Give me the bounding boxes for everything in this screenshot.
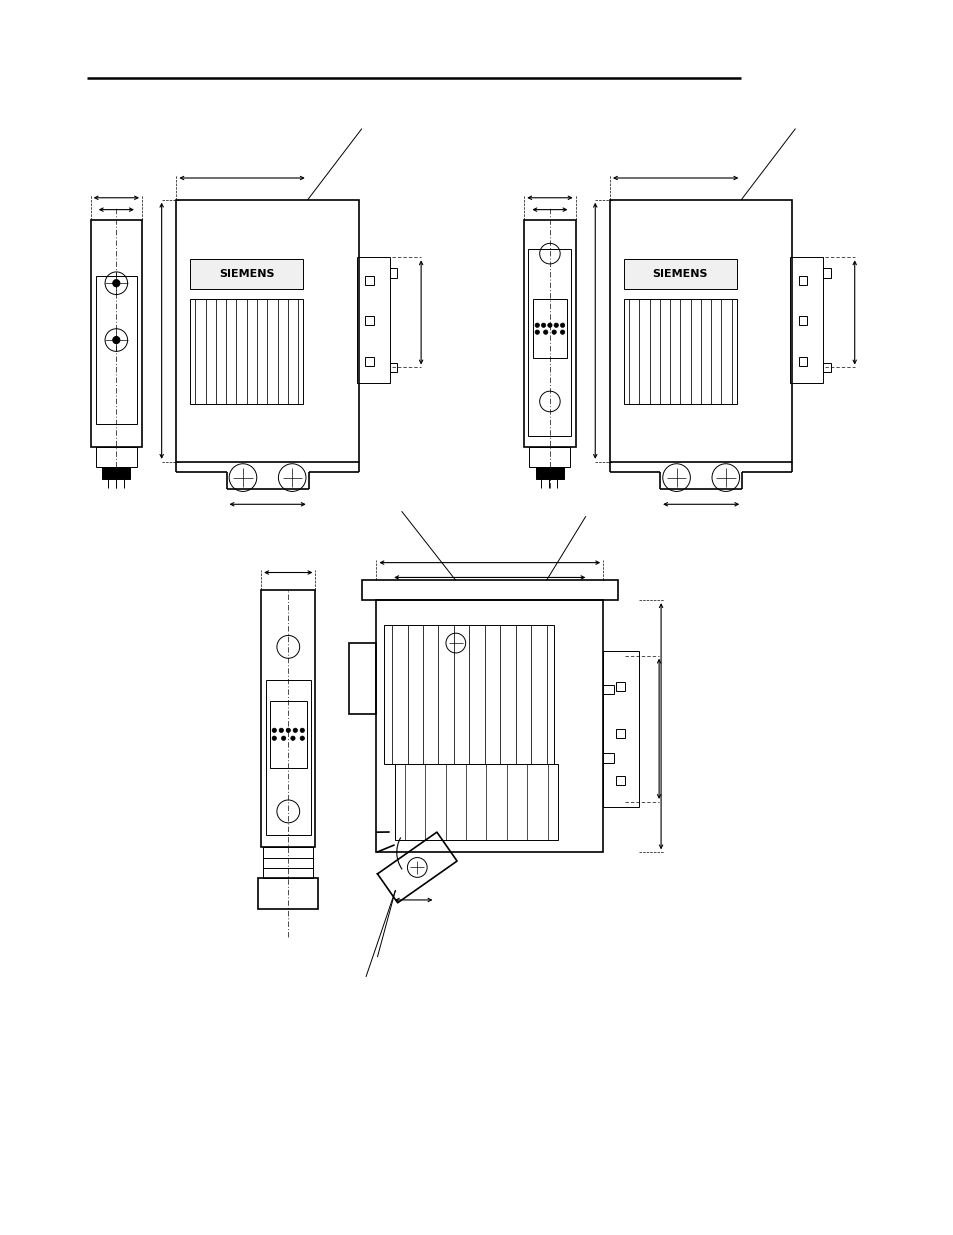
Bar	[789, 257, 822, 383]
Text: SIEMENS: SIEMENS	[219, 269, 274, 279]
Circle shape	[291, 736, 294, 741]
Bar	[356, 257, 389, 383]
Circle shape	[541, 324, 545, 327]
Bar	[365, 277, 374, 285]
Circle shape	[272, 736, 276, 741]
Bar	[609, 200, 792, 462]
Circle shape	[300, 736, 304, 741]
Bar	[822, 363, 830, 373]
Bar	[365, 357, 374, 366]
Circle shape	[286, 729, 290, 732]
Bar	[616, 776, 624, 785]
Bar	[376, 600, 602, 852]
Circle shape	[547, 324, 552, 327]
Bar	[389, 363, 397, 373]
Bar	[602, 684, 614, 694]
Circle shape	[535, 324, 538, 327]
Circle shape	[559, 330, 564, 335]
Bar	[349, 643, 376, 714]
Circle shape	[279, 729, 283, 732]
Bar	[616, 683, 624, 692]
Circle shape	[112, 336, 120, 343]
Circle shape	[300, 729, 304, 732]
Bar	[265, 680, 311, 835]
Bar	[261, 590, 315, 847]
Bar	[798, 316, 806, 325]
Bar	[602, 651, 639, 806]
Bar	[798, 277, 806, 285]
Circle shape	[543, 330, 547, 335]
Bar	[623, 299, 736, 404]
Bar	[270, 700, 307, 768]
Circle shape	[112, 279, 120, 287]
Bar	[529, 447, 570, 467]
Bar	[533, 299, 566, 358]
Bar	[822, 268, 830, 278]
Bar	[190, 258, 303, 289]
Bar	[602, 753, 614, 763]
Bar	[176, 200, 358, 462]
Bar	[95, 447, 136, 467]
Circle shape	[535, 330, 538, 335]
Bar	[623, 258, 736, 289]
Bar	[395, 764, 558, 840]
Text: SIEMENS: SIEMENS	[652, 269, 707, 279]
Bar	[365, 316, 374, 325]
Circle shape	[554, 324, 558, 327]
Bar	[616, 729, 624, 739]
Circle shape	[559, 324, 564, 327]
Bar	[263, 847, 313, 878]
Bar	[528, 249, 571, 436]
Bar	[258, 878, 317, 909]
Bar	[361, 580, 618, 600]
Circle shape	[552, 330, 556, 335]
Bar	[102, 467, 131, 479]
Bar	[524, 220, 575, 447]
Bar	[384, 625, 554, 764]
Circle shape	[272, 729, 276, 732]
Circle shape	[293, 729, 297, 732]
Bar	[190, 299, 303, 404]
Bar	[536, 467, 563, 479]
Circle shape	[281, 736, 286, 741]
Bar	[389, 268, 397, 278]
Bar	[95, 277, 136, 424]
Bar	[91, 220, 142, 447]
Bar	[798, 357, 806, 366]
